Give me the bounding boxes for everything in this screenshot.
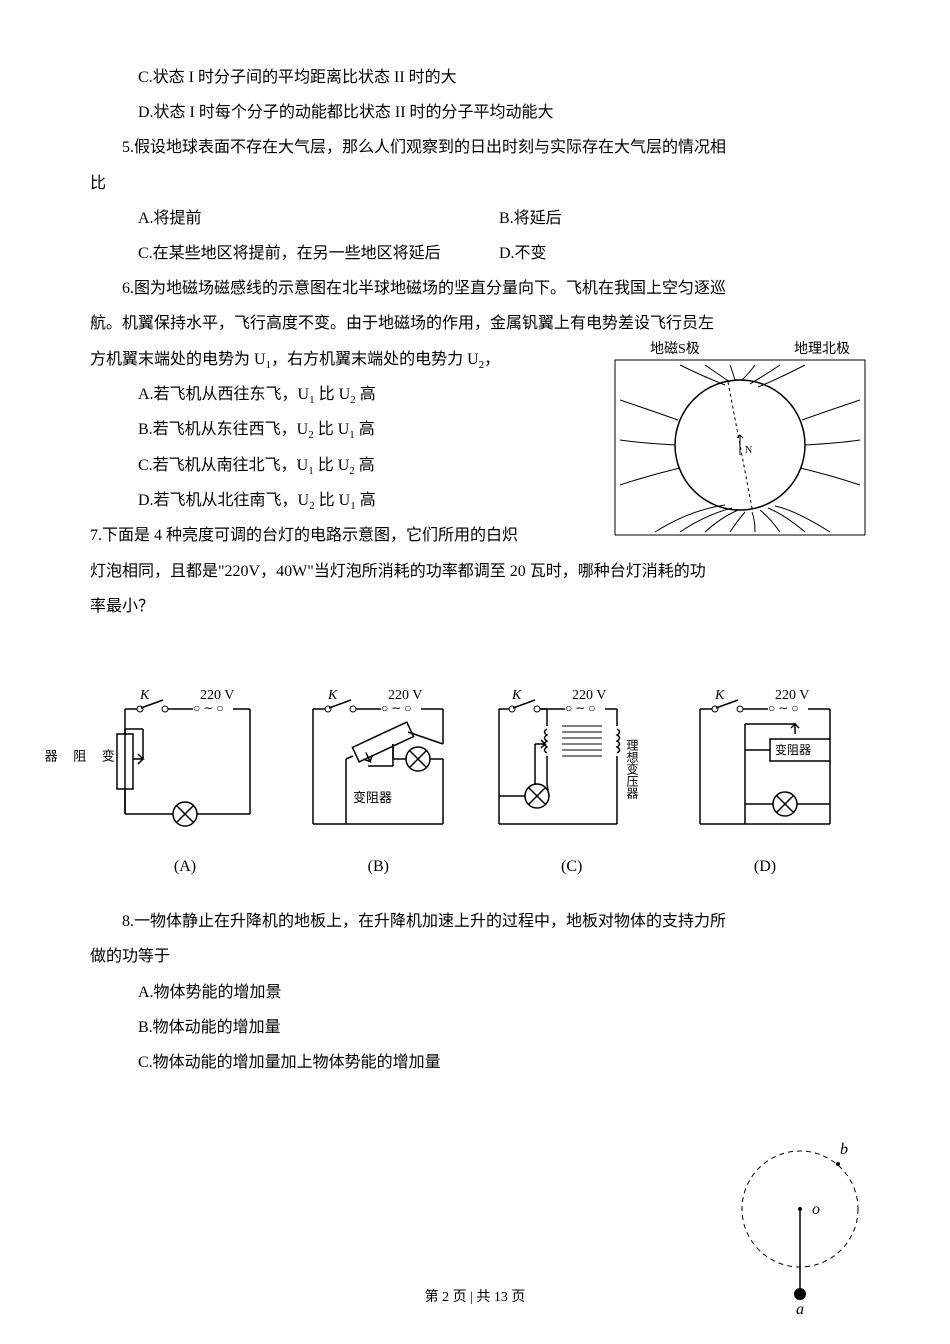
q5-options-row1: A.将提前 B.将延后 [90,201,860,236]
q4-option-c: C.状态 I 时分子间的平均距离比状态 II 时的大 [90,60,860,95]
q5-stem-line1: 5.假设地球表面不存在大气层，那么人们观察到的日出时刻与实际存在大气层的情况相 [90,130,860,165]
svg-text:N: N [745,445,752,456]
svg-text:K: K [714,688,725,703]
magnetic-field-svg: N [610,340,870,540]
q6-stem3-pre: 方机翼末端处的电势为 U [90,351,266,368]
q4-option-d: D.状态 I 时每个分子的动能都比状态 II 时的分子平均动能大 [90,95,860,130]
circuit-d-rheostat-label: 变阻器 [775,742,811,757]
page-content: C.状态 I 时分子间的平均距离比状态 II 时的大 D.状态 I 时每个分子的… [90,60,860,1080]
circuit-b: K 220 V ○ ∼ ○ [293,684,463,884]
q6-a-end: 高 [356,386,376,403]
svg-text:○ ∼ ○: ○ ∼ ○ [193,701,224,715]
circuit-c-svg: K 220 V ○ ∼ ○ [487,684,657,844]
q6-c-mid: 比 U [314,457,350,474]
q6-option-c: C.若飞机从南往北飞，U1 比 U2 高 [90,448,580,483]
q6-c-pre: C.若飞机从南往北飞，U [138,457,308,474]
q5-stem-line2: 比 [90,166,860,201]
circuit-d: K 220 V ○ ∼ ○ 变阻器 [680,684,850,884]
q7-stem-line2: 灯泡相同，且都是"220V，40W"当灯泡所消耗的功率都调至 20 瓦时，哪种台… [90,554,860,589]
circuit-a-svg: K 220 V ○ ∼ ○ [105,684,265,844]
circuit-b-rheostat-label: 变阻器 [353,790,392,805]
magnetic-s-pole-label: 地磁S极 [650,335,700,366]
circuit-a-switch-label: K [139,688,150,703]
magnetic-field-figure: 地磁S极 地理北极 [610,340,870,540]
q6-option-b: B.若飞机从东往西飞，U2 比 U1 高 [90,412,580,447]
svg-text:○ ∼ ○: ○ ∼ ○ [565,701,596,715]
svg-text:K: K [511,688,522,703]
q6-d-pre: D.若飞机从北往南飞，U [138,492,309,509]
q8-option-b: B.物体动能的增加量 [90,1010,860,1045]
circuit-b-svg: K 220 V ○ ∼ ○ [298,684,458,844]
page-footer: 第 2 页 | 共 13 页 [0,1283,950,1314]
circuit-b-label: (B) [293,849,463,884]
pendulum-b-label: b [840,1141,848,1158]
q6-b-mid: 比 U [314,421,350,438]
q8-stem-line1: 8.一物体静止在升降机的地板上，在升降机加速上升的过程中，地板对物体的支持力所 [90,904,860,939]
circuit-d-label: (D) [680,849,850,884]
q5-option-d: D.不变 [499,236,860,271]
q6-stem3-end: ， [484,351,500,368]
q6-d-end: 高 [356,492,376,509]
q8-option-a: A.物体势能的增加景 [90,975,860,1010]
q5-option-a: A.将提前 [138,201,499,236]
circuit-a-label: (A) [100,849,270,884]
circuit-c-transformer-label: 理想变压器 [625,739,639,800]
svg-text:K: K [327,688,338,703]
geographic-north-label: 地理北极 [794,335,850,366]
circuit-d-svg: K 220 V ○ ∼ ○ 变阻器 [685,684,845,844]
q6-option-a: A.若飞机从西往东飞，U1 比 U2 高 [90,377,580,412]
q6-option-d: D.若飞机从北往南飞，U2 比 U1 高 [90,483,580,518]
svg-text:○ ∼ ○: ○ ∼ ○ [381,701,412,715]
circuit-a: K 220 V ○ ∼ ○ [100,684,270,884]
q6-stem3-mid: ，右方机翼末端处的电势力 U [271,351,479,368]
q8-stem-line2: 做的功等于 [90,939,860,974]
q6-a-pre: A.若飞机从西往东飞，U [138,386,309,403]
q6-c-end: 高 [355,457,375,474]
q8-option-c: C.物体动能的增加量加上物体势能的增加量 [90,1045,860,1080]
pendulum-o-label: o [812,1201,820,1218]
circuits-row: K 220 V ○ ∼ ○ [90,684,860,884]
circuit-c-label: (C) [487,849,657,884]
q7-stem-line3: 率最小？ [90,589,860,624]
q6-b-end: 高 [355,421,375,438]
q6-stem-line1: 6.图为地磁场磁感线的示意图在北半球地磁场的坚直分量向下。飞机在我国上空匀逐巡 [90,271,860,306]
q6-stem-line2: 航。机翼保持水平，飞行高度不变。由于地磁场的作用，金属钒翼上有电势差设飞行员左 [90,306,860,341]
q5-option-c: C.在某些地区将提前，在另一些地区将延后 [138,236,499,271]
q6-a-mid: 比 U [315,386,351,403]
q5-option-b: B.将延后 [499,201,860,236]
q5-options-row2: C.在某些地区将提前，在另一些地区将延后 D.不变 [90,236,860,271]
q6-d-mid: 比 U [315,492,351,509]
circuit-c: K 220 V ○ ∼ ○ [487,684,657,884]
svg-text:○ ∼ ○: ○ ∼ ○ [768,701,799,715]
q6-b-pre: B.若飞机从东往西飞，U [138,421,308,438]
